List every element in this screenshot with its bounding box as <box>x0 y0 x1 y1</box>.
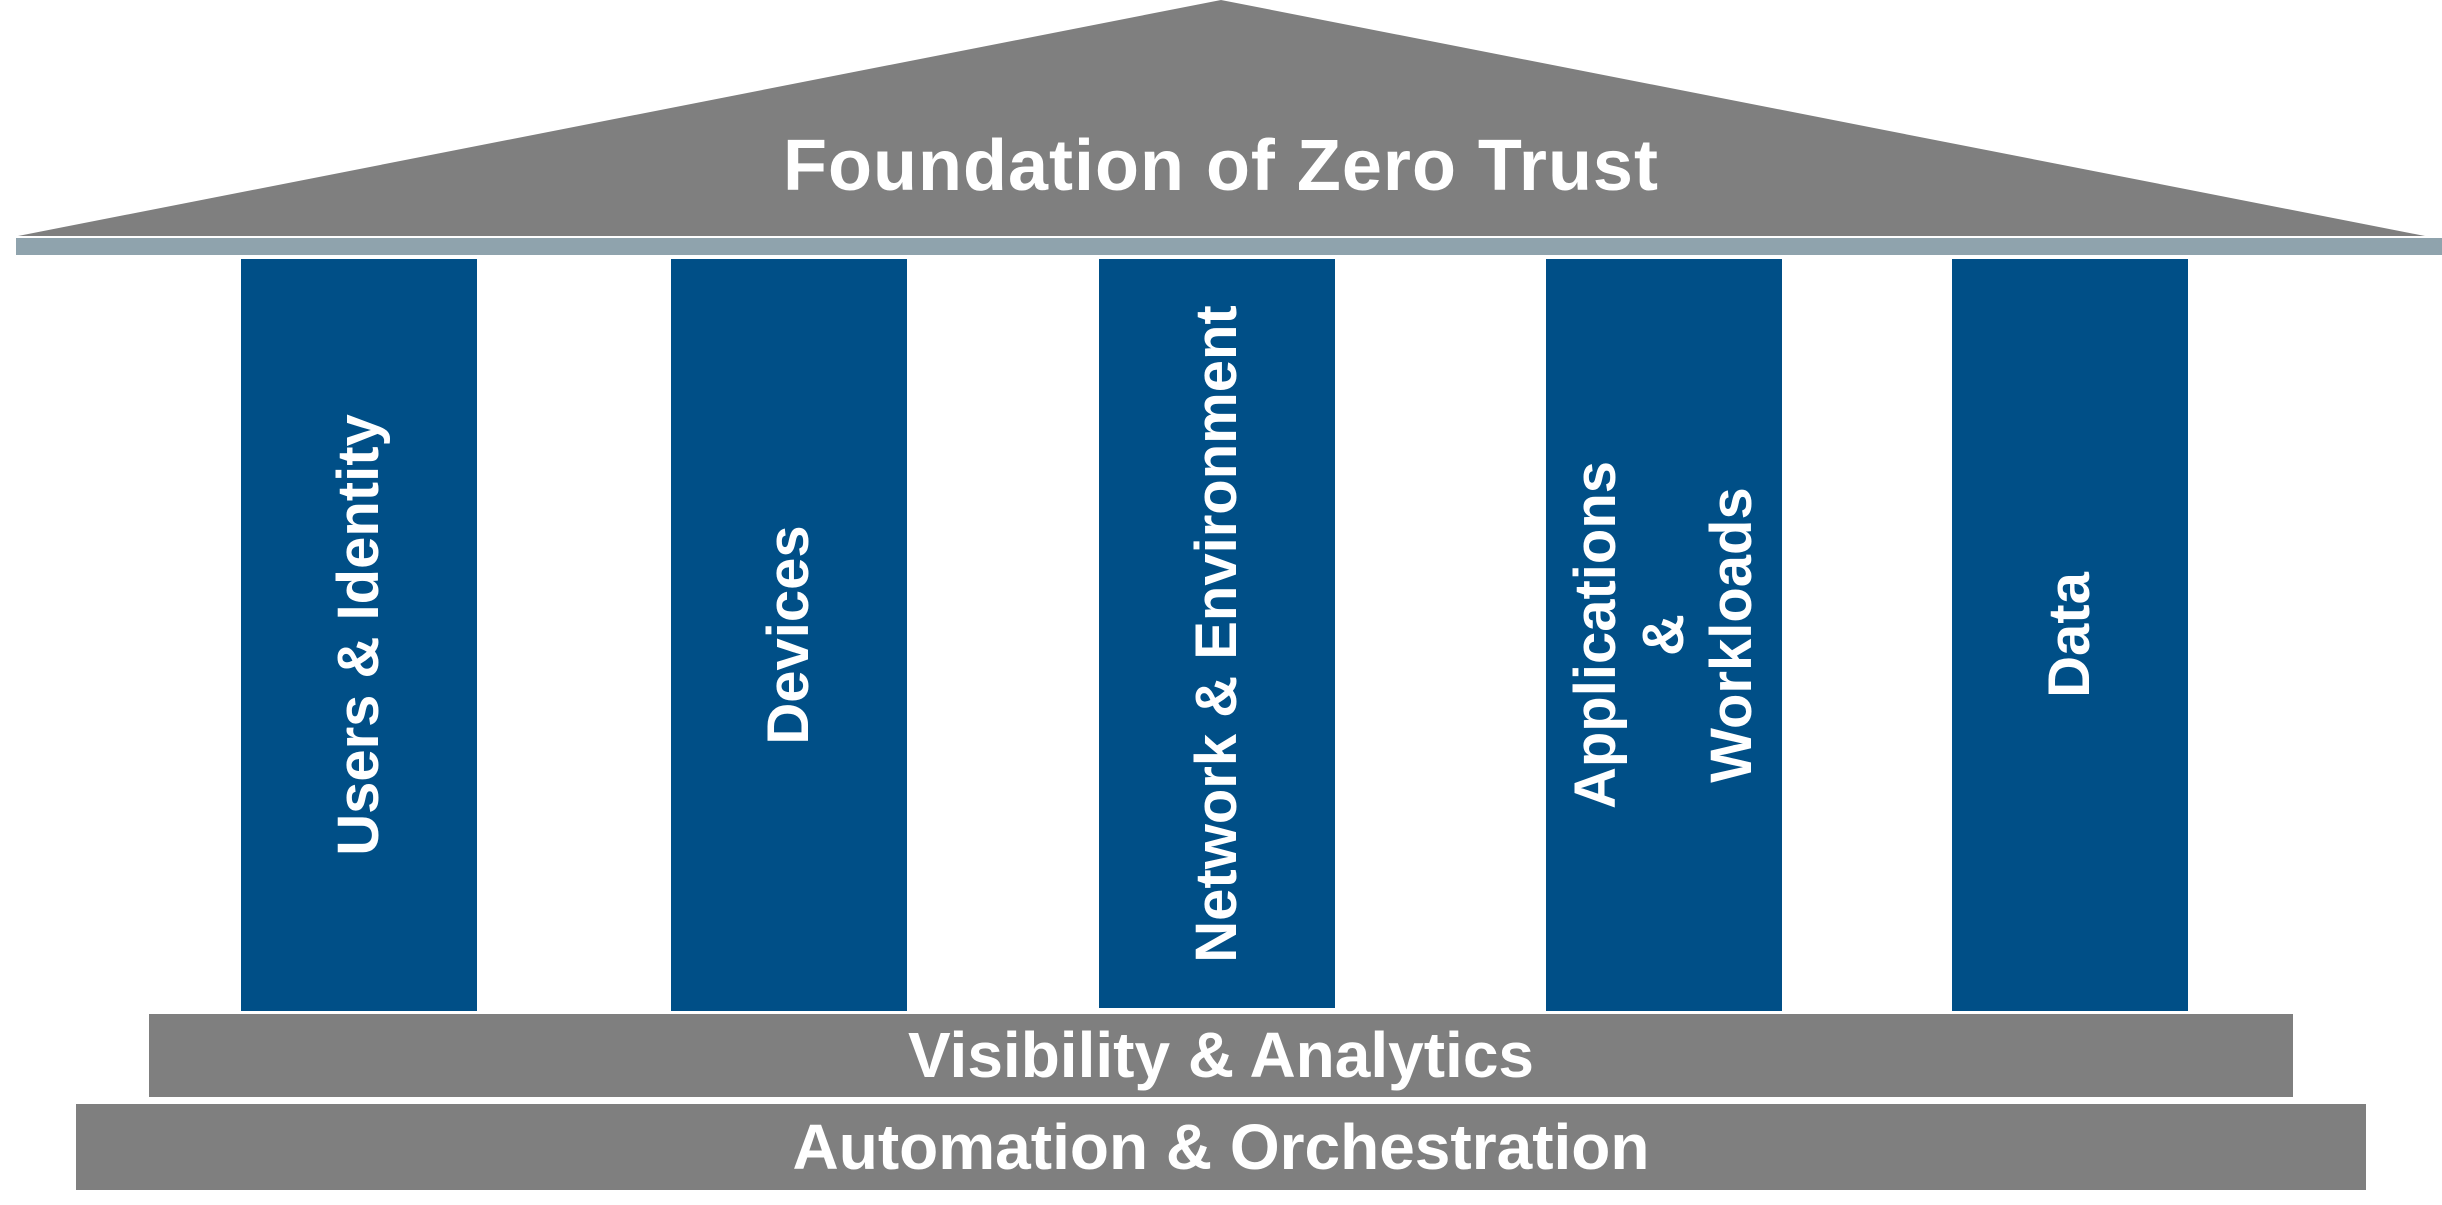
pillar-network-environment: Network & Environment <box>1099 259 1335 1008</box>
automation-orchestration-step: Automation & Orchestration <box>76 1104 2366 1190</box>
pillar-label: Devices <box>756 525 821 745</box>
pillar-label: Applications & Workloads <box>1563 460 1764 810</box>
roof-pediment <box>18 0 2425 236</box>
pillar-label: Network & Environment <box>1184 304 1249 963</box>
pillar-applications-workloads: Applications & Workloads <box>1546 259 1782 1011</box>
pillar-label: Users & Identity <box>326 414 391 856</box>
roof-beam <box>16 238 2442 255</box>
roof-diagram <box>16 0 2442 255</box>
pillar-devices: Devices <box>671 259 907 1011</box>
pillar-data: Data <box>1952 259 2188 1011</box>
visibility-analytics-step: Visibility & Analytics <box>149 1014 2293 1097</box>
pillar-users-identity: Users & Identity <box>241 259 477 1011</box>
pillar-label: Data <box>2037 572 2102 698</box>
roof-title: Foundation of Zero Trust <box>783 126 1659 206</box>
